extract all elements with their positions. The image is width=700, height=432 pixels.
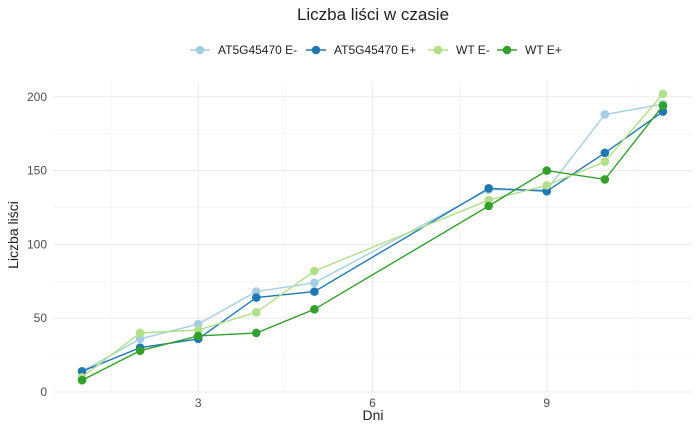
x-tick-label: 3	[195, 396, 202, 410]
data-point	[135, 328, 145, 338]
legend-key-marker	[433, 45, 443, 55]
data-point	[77, 375, 87, 385]
data-point	[658, 101, 668, 110]
y-tick-label: 100	[27, 237, 47, 251]
series-layer	[77, 89, 668, 385]
legend-item: AT5G45470 E-	[190, 43, 297, 57]
data-point	[600, 175, 610, 184]
data-point	[252, 307, 261, 317]
data-point	[600, 148, 610, 158]
legend: AT5G45470 E- AT5G45470 E+ WT E- WT E+	[190, 43, 562, 57]
data-point	[193, 331, 203, 341]
x-tick-label: 9	[543, 396, 550, 410]
data-point	[484, 195, 493, 205]
legend-label: WT E+	[525, 43, 562, 57]
data-point	[484, 201, 493, 211]
x-axis-ticks: 3 6 9	[195, 396, 551, 410]
series-3	[77, 89, 668, 382]
data-point	[193, 325, 203, 335]
y-tick-label: 150	[27, 164, 47, 178]
data-point	[310, 266, 319, 276]
legend-label: AT5G45470 E-	[218, 43, 297, 57]
y-axis-title: Liczba liści	[5, 201, 21, 269]
data-point	[542, 166, 552, 175]
data-point	[252, 293, 261, 302]
data-point	[135, 346, 145, 355]
data-point	[193, 319, 203, 329]
data-point	[542, 181, 552, 190]
chart-title: Liczba liści w czasie	[297, 5, 449, 24]
data-point	[484, 183, 493, 193]
data-point	[77, 367, 87, 376]
legend-label: WT E-	[456, 43, 490, 57]
legend-item: WT E-	[428, 43, 490, 57]
legend-key-marker	[311, 45, 321, 55]
legend-key-marker	[502, 45, 512, 55]
legend-key-marker	[195, 45, 205, 55]
data-point	[542, 186, 552, 196]
data-point	[600, 110, 610, 119]
legend-item: WT E+	[497, 43, 562, 57]
y-tick-label: 50	[34, 311, 48, 325]
legend-label: AT5G45470 E+	[334, 43, 416, 57]
data-point	[658, 89, 668, 99]
series-4	[77, 101, 668, 385]
data-point	[310, 305, 319, 314]
data-point	[310, 287, 319, 296]
x-axis-title: Dni	[362, 407, 383, 423]
data-point	[252, 287, 261, 296]
data-point	[252, 328, 261, 338]
x-tick-label: 6	[369, 396, 376, 410]
data-point	[600, 157, 610, 167]
grid	[53, 82, 692, 393]
data-point	[135, 334, 145, 344]
legend-item: AT5G45470 E+	[306, 43, 416, 57]
data-point	[310, 278, 319, 288]
y-axis-ticks: 0 50 100 150 200	[27, 90, 47, 399]
y-tick-label: 200	[27, 90, 47, 104]
y-tick-label: 0	[40, 385, 47, 399]
